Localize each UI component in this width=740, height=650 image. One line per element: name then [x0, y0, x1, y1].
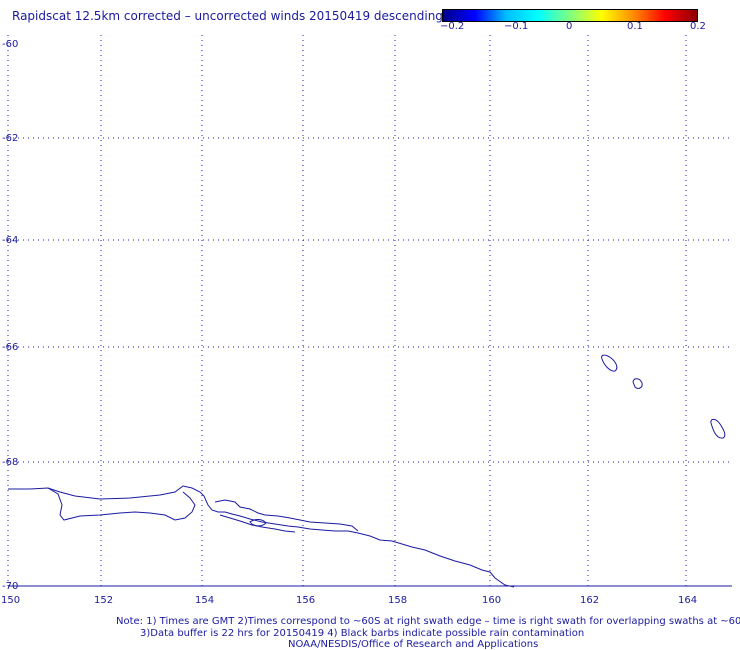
colorbar-tick-label: −0.2	[440, 21, 465, 32]
small-island	[249, 519, 267, 527]
longitude-label: 160	[482, 595, 501, 606]
latitude-labels: -60 -62 -64 -66 -68 -70	[2, 39, 18, 592]
longitude-labels: 150 152 154 156 158 160 162 164	[1, 595, 697, 606]
balleny-islands	[601, 354, 726, 439]
chart-title: Rapidscat 12.5km corrected – uncorrected…	[12, 9, 443, 23]
coastline-inlet	[214, 499, 359, 532]
longitude-label: 162	[580, 595, 599, 606]
footnote-line-2: 3)Data buffer is 22 hrs for 20150419 4) …	[140, 628, 585, 639]
longitude-label: 152	[94, 595, 113, 606]
colorbar	[442, 9, 698, 22]
latitude-label: -68	[2, 457, 18, 468]
longitude-label: 164	[678, 595, 697, 606]
latitude-label: -66	[2, 342, 18, 353]
latitude-label: -64	[2, 235, 18, 246]
longitude-label: 150	[1, 595, 20, 606]
colorbar-tick-label: 0	[566, 21, 573, 32]
longitude-label: 158	[388, 595, 407, 606]
latitude-gridlines	[7, 35, 732, 586]
footnote-line-1: Note: 1) Times are GMT 2)Times correspon…	[116, 616, 740, 627]
coastline-ice-shelf	[47, 487, 196, 521]
latitude-label: -60	[2, 39, 18, 50]
coastline-peninsula	[219, 514, 296, 533]
colorbar-tick-label: 0.1	[627, 21, 643, 32]
island	[601, 354, 618, 372]
latitude-label: -70	[2, 581, 18, 592]
colorbar-tick-label: −0.1	[504, 21, 529, 32]
island	[632, 378, 643, 389]
latitude-label: -62	[2, 133, 18, 144]
longitude-label: 154	[195, 595, 214, 606]
colorbar-tick-label: 0.2	[690, 21, 706, 32]
coastline	[8, 485, 515, 588]
antarctic-coastline	[8, 485, 515, 588]
longitude-label: 156	[296, 595, 315, 606]
footnote-credit: NOAA/NESDIS/Office of Research and Appli…	[288, 639, 539, 650]
island	[710, 418, 726, 439]
longitude-gridlines	[100, 35, 687, 586]
